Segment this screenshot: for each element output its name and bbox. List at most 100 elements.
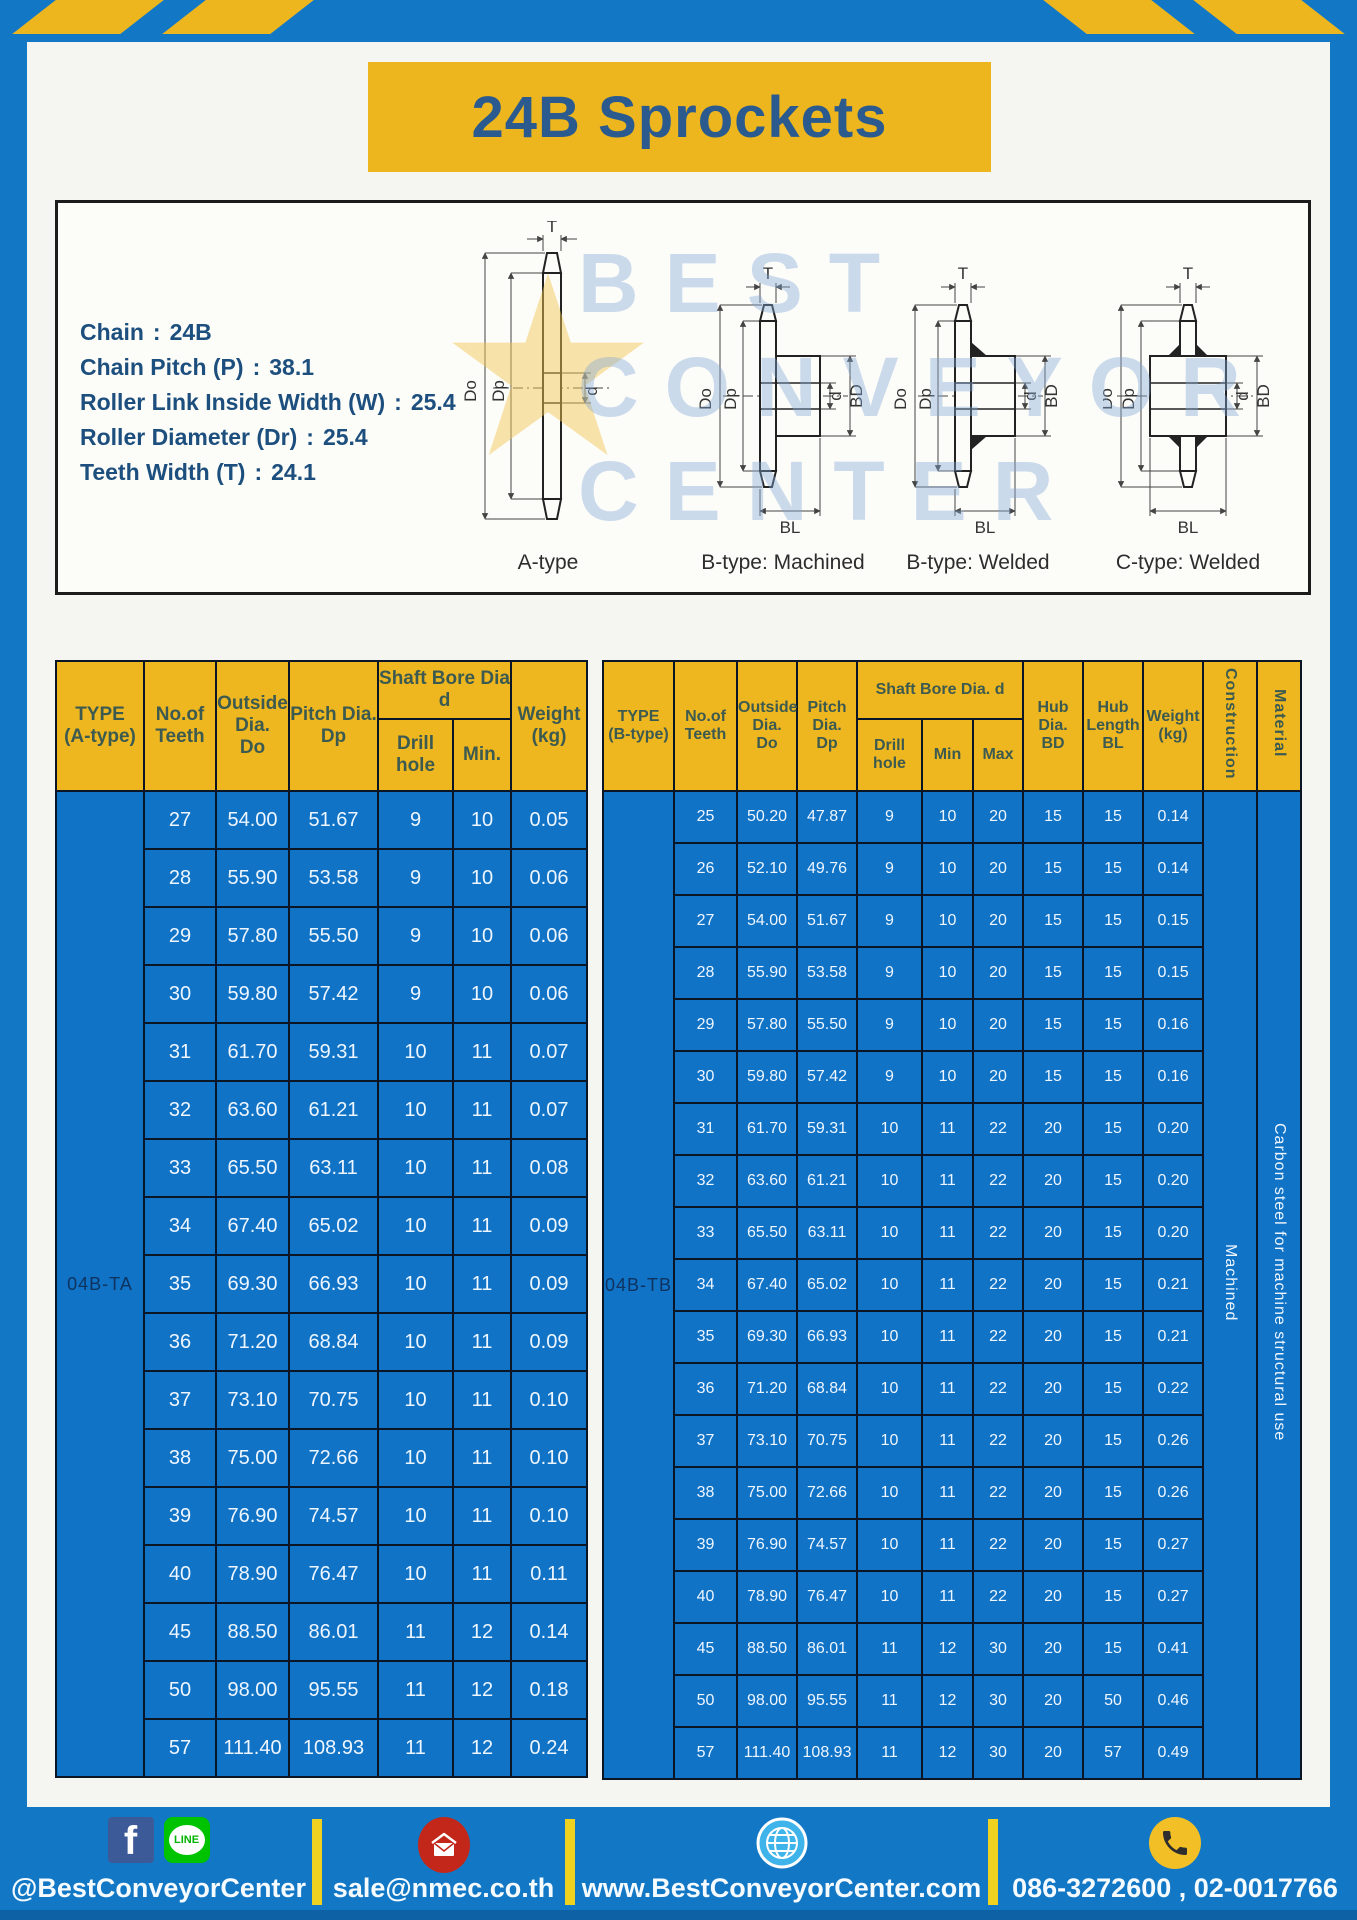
value-cell: 0.08 <box>510 1138 588 1198</box>
value-cell: 29 <box>143 906 217 966</box>
dim-d-label: d <box>1233 391 1252 400</box>
table-row: 34 67.40 65.02 10 11 0.09 <box>56 1196 588 1256</box>
value-cell: 20 <box>1022 1310 1085 1364</box>
footer-website-section: www.BestConveyorCenter.com <box>570 1807 993 1910</box>
value-cell: 10 <box>856 1206 923 1260</box>
value-cell: 74.57 <box>796 1518 858 1572</box>
table-row: 29 57.80 55.50 9 10 20 15 15 0.16 <box>603 998 1301 1052</box>
a-type-caption: A-type <box>517 551 579 574</box>
value-cell: 11 <box>452 1486 512 1546</box>
value-cell: 95.55 <box>288 1660 379 1720</box>
corner-stripe-icon <box>12 0 164 34</box>
value-cell: 20 <box>1022 1674 1085 1728</box>
value-cell: 30 <box>971 1674 1025 1728</box>
value-cell: 12 <box>921 1726 974 1780</box>
value-cell: 55.50 <box>288 906 379 966</box>
value-cell: 22 <box>971 1518 1025 1572</box>
table-row: 32 63.60 61.21 10 11 22 20 15 0.20 <box>603 1154 1301 1208</box>
value-cell: 70.75 <box>288 1370 379 1430</box>
table-row: 57 111.40 108.93 11 12 0.24 <box>56 1718 588 1778</box>
value-cell: 15 <box>1082 842 1145 896</box>
dim-do-label: Do <box>463 380 480 402</box>
value-cell: 22 <box>971 1414 1025 1468</box>
value-cell: 10 <box>452 964 512 1024</box>
value-cell: 15 <box>1082 946 1145 1000</box>
col-header-hub-length: Hub Length BL <box>1082 660 1145 792</box>
value-cell: 12 <box>921 1674 974 1728</box>
value-cell: 63.60 <box>736 1154 798 1208</box>
value-cell: 76.47 <box>796 1570 858 1624</box>
c-type-welded-caption: C-type: Welded <box>1115 551 1261 574</box>
col-header-max: Max <box>971 718 1025 792</box>
spec-label: Roller Diameter (Dr) <box>80 424 298 450</box>
table-row: 40 78.90 76.47 10 11 22 20 15 0.27 <box>603 1570 1301 1624</box>
value-cell: 40 <box>143 1544 217 1604</box>
value-cell: 69.30 <box>736 1310 798 1364</box>
value-cell: 61.70 <box>736 1102 798 1156</box>
value-cell: 111.40 <box>736 1726 798 1780</box>
value-cell: 57.42 <box>288 964 379 1024</box>
diagram-panel: ★ BEST CONVEYOR CENTER Chain:24B Chain Pi… <box>55 200 1311 595</box>
col-header-min: Min. <box>452 718 512 792</box>
value-cell: 10 <box>856 1258 923 1312</box>
value-cell: 15 <box>1082 1570 1145 1624</box>
phone-icon <box>1149 1817 1201 1869</box>
table-row: 45 88.50 86.01 11 12 0.14 <box>56 1602 588 1662</box>
dim-d-label: d <box>582 386 601 395</box>
value-cell: 75.00 <box>736 1466 798 1520</box>
spec-label: Chain <box>80 319 144 345</box>
value-cell: 10 <box>856 1466 923 1520</box>
dim-bd-label: BD <box>1254 384 1273 408</box>
value-cell: 15 <box>1082 1362 1145 1416</box>
value-cell: 63.11 <box>288 1138 379 1198</box>
table-row: 37 73.10 70.75 10 11 0.10 <box>56 1370 588 1430</box>
value-cell: 35 <box>673 1310 738 1364</box>
spec-line: Chain:24B <box>80 315 500 350</box>
value-cell: 10 <box>377 1196 454 1256</box>
dim-d-label: d <box>826 391 845 400</box>
value-cell: 0.21 <box>1142 1258 1205 1312</box>
dim-dp-label: Dp <box>1119 388 1138 410</box>
corner-stripe-icon <box>162 0 314 34</box>
value-cell: 47.87 <box>796 790 858 844</box>
value-cell: 15 <box>1082 998 1145 1052</box>
value-cell: 0.06 <box>510 906 588 966</box>
value-cell: 11 <box>452 1544 512 1604</box>
footer-divider <box>312 1819 322 1905</box>
spec-separator: : <box>254 459 263 485</box>
value-cell: 10 <box>921 946 974 1000</box>
value-cell: 11 <box>377 1602 454 1662</box>
value-cell: 10 <box>377 1254 454 1314</box>
table-row: 33 65.50 63.11 10 11 0.08 <box>56 1138 588 1198</box>
table-row: 50 98.00 95.55 11 12 0.18 <box>56 1660 588 1720</box>
col-header-drill-hole: Drill hole <box>856 718 923 792</box>
value-cell: 10 <box>377 1544 454 1604</box>
value-cell: 15 <box>1082 894 1145 948</box>
value-cell: 0.10 <box>510 1428 588 1488</box>
col-header-drill-hole: Drill hole <box>377 718 454 792</box>
col-header-construction: Construction <box>1202 660 1259 792</box>
value-cell: 11 <box>452 1196 512 1256</box>
value-cell: 10 <box>921 998 974 1052</box>
value-cell: 11 <box>921 1466 974 1520</box>
b-type-welded-diagram: T Do Dp d BD BL <box>891 221 1063 551</box>
value-cell: 54.00 <box>215 790 290 850</box>
value-cell: 63.11 <box>796 1206 858 1260</box>
value-cell: 0.41 <box>1142 1622 1205 1676</box>
value-cell: 15 <box>1082 1206 1145 1260</box>
value-cell: 11 <box>452 1428 512 1488</box>
table-row: 38 75.00 72.66 10 11 0.10 <box>56 1428 588 1488</box>
spec-separator: : <box>306 424 314 450</box>
value-cell: 66.93 <box>796 1310 858 1364</box>
value-cell: 0.14 <box>510 1602 588 1662</box>
table-row: 33 65.50 63.11 10 11 22 20 15 0.20 <box>603 1206 1301 1260</box>
value-cell: 0.49 <box>1142 1726 1205 1780</box>
col-header-weight: Weight (kg) <box>510 660 588 792</box>
value-cell: 88.50 <box>736 1622 798 1676</box>
spec-value: 24.1 <box>271 459 316 485</box>
website-url: www.BestConveyorCenter.com <box>581 1873 982 1903</box>
dim-t-label: T <box>547 221 557 236</box>
table-row: 27 54.00 51.67 9 10 20 15 15 0.15 <box>603 894 1301 948</box>
value-cell: 11 <box>921 1570 974 1624</box>
value-cell: 20 <box>1022 1570 1085 1624</box>
